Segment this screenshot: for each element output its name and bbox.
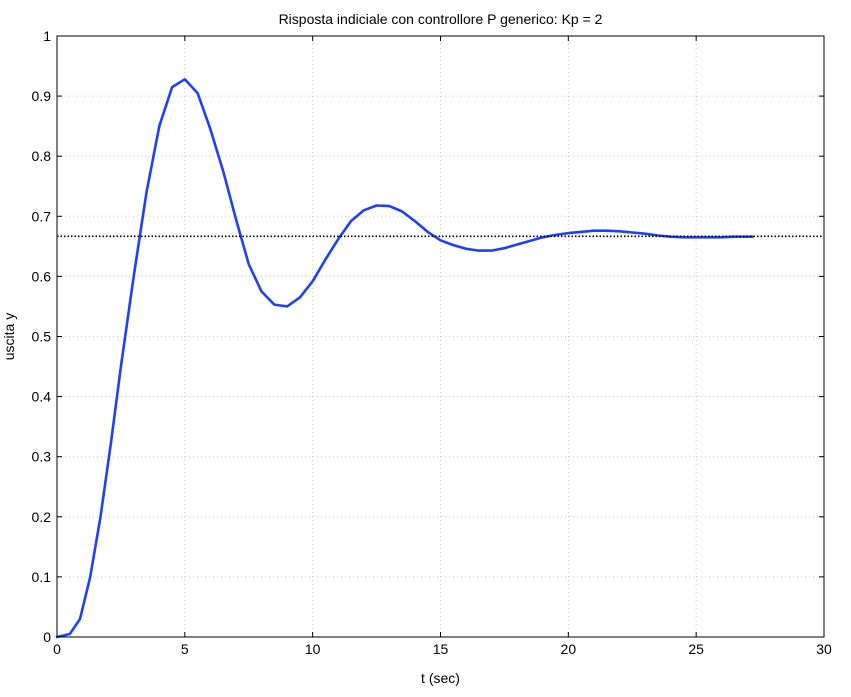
y-tick-label: 0.2 [32, 509, 52, 525]
x-tick-label: 5 [181, 641, 189, 657]
x-tick-label: 10 [305, 641, 321, 657]
x-tick-label: 20 [561, 641, 577, 657]
x-tick-label: 25 [688, 641, 704, 657]
y-tick-label: 0.9 [32, 88, 52, 104]
chart-title: Risposta indiciale con controllore P gen… [279, 11, 603, 27]
x-axis-label: t (sec) [421, 670, 460, 686]
tick-labels: 0 5 10 15 20 25 30 0 0.1 0.2 0.3 0.4 0.5 0.6 0.7 0.8 0.9… [32, 28, 832, 657]
grid [57, 36, 824, 637]
x-tick-label: 0 [53, 641, 61, 657]
y-tick-label: 0 [43, 629, 51, 645]
y-tick-label: 0.1 [32, 569, 52, 585]
y-tick-label: 0.4 [32, 389, 52, 405]
y-tick-label: 0.6 [32, 268, 52, 284]
x-tick-label: 15 [433, 641, 449, 657]
y-tick-label: 1 [43, 28, 51, 44]
y-axis-label: uscita y [1, 313, 17, 360]
step-response-line [55, 78, 754, 639]
y-tick-label: 0.3 [32, 449, 52, 465]
y-tick-label: 0.5 [32, 329, 52, 345]
series-layer [55, 78, 824, 639]
y-tick-label: 0.7 [32, 208, 52, 224]
y-tick-label: 0.8 [32, 148, 52, 164]
x-tick-label: 30 [816, 641, 832, 657]
